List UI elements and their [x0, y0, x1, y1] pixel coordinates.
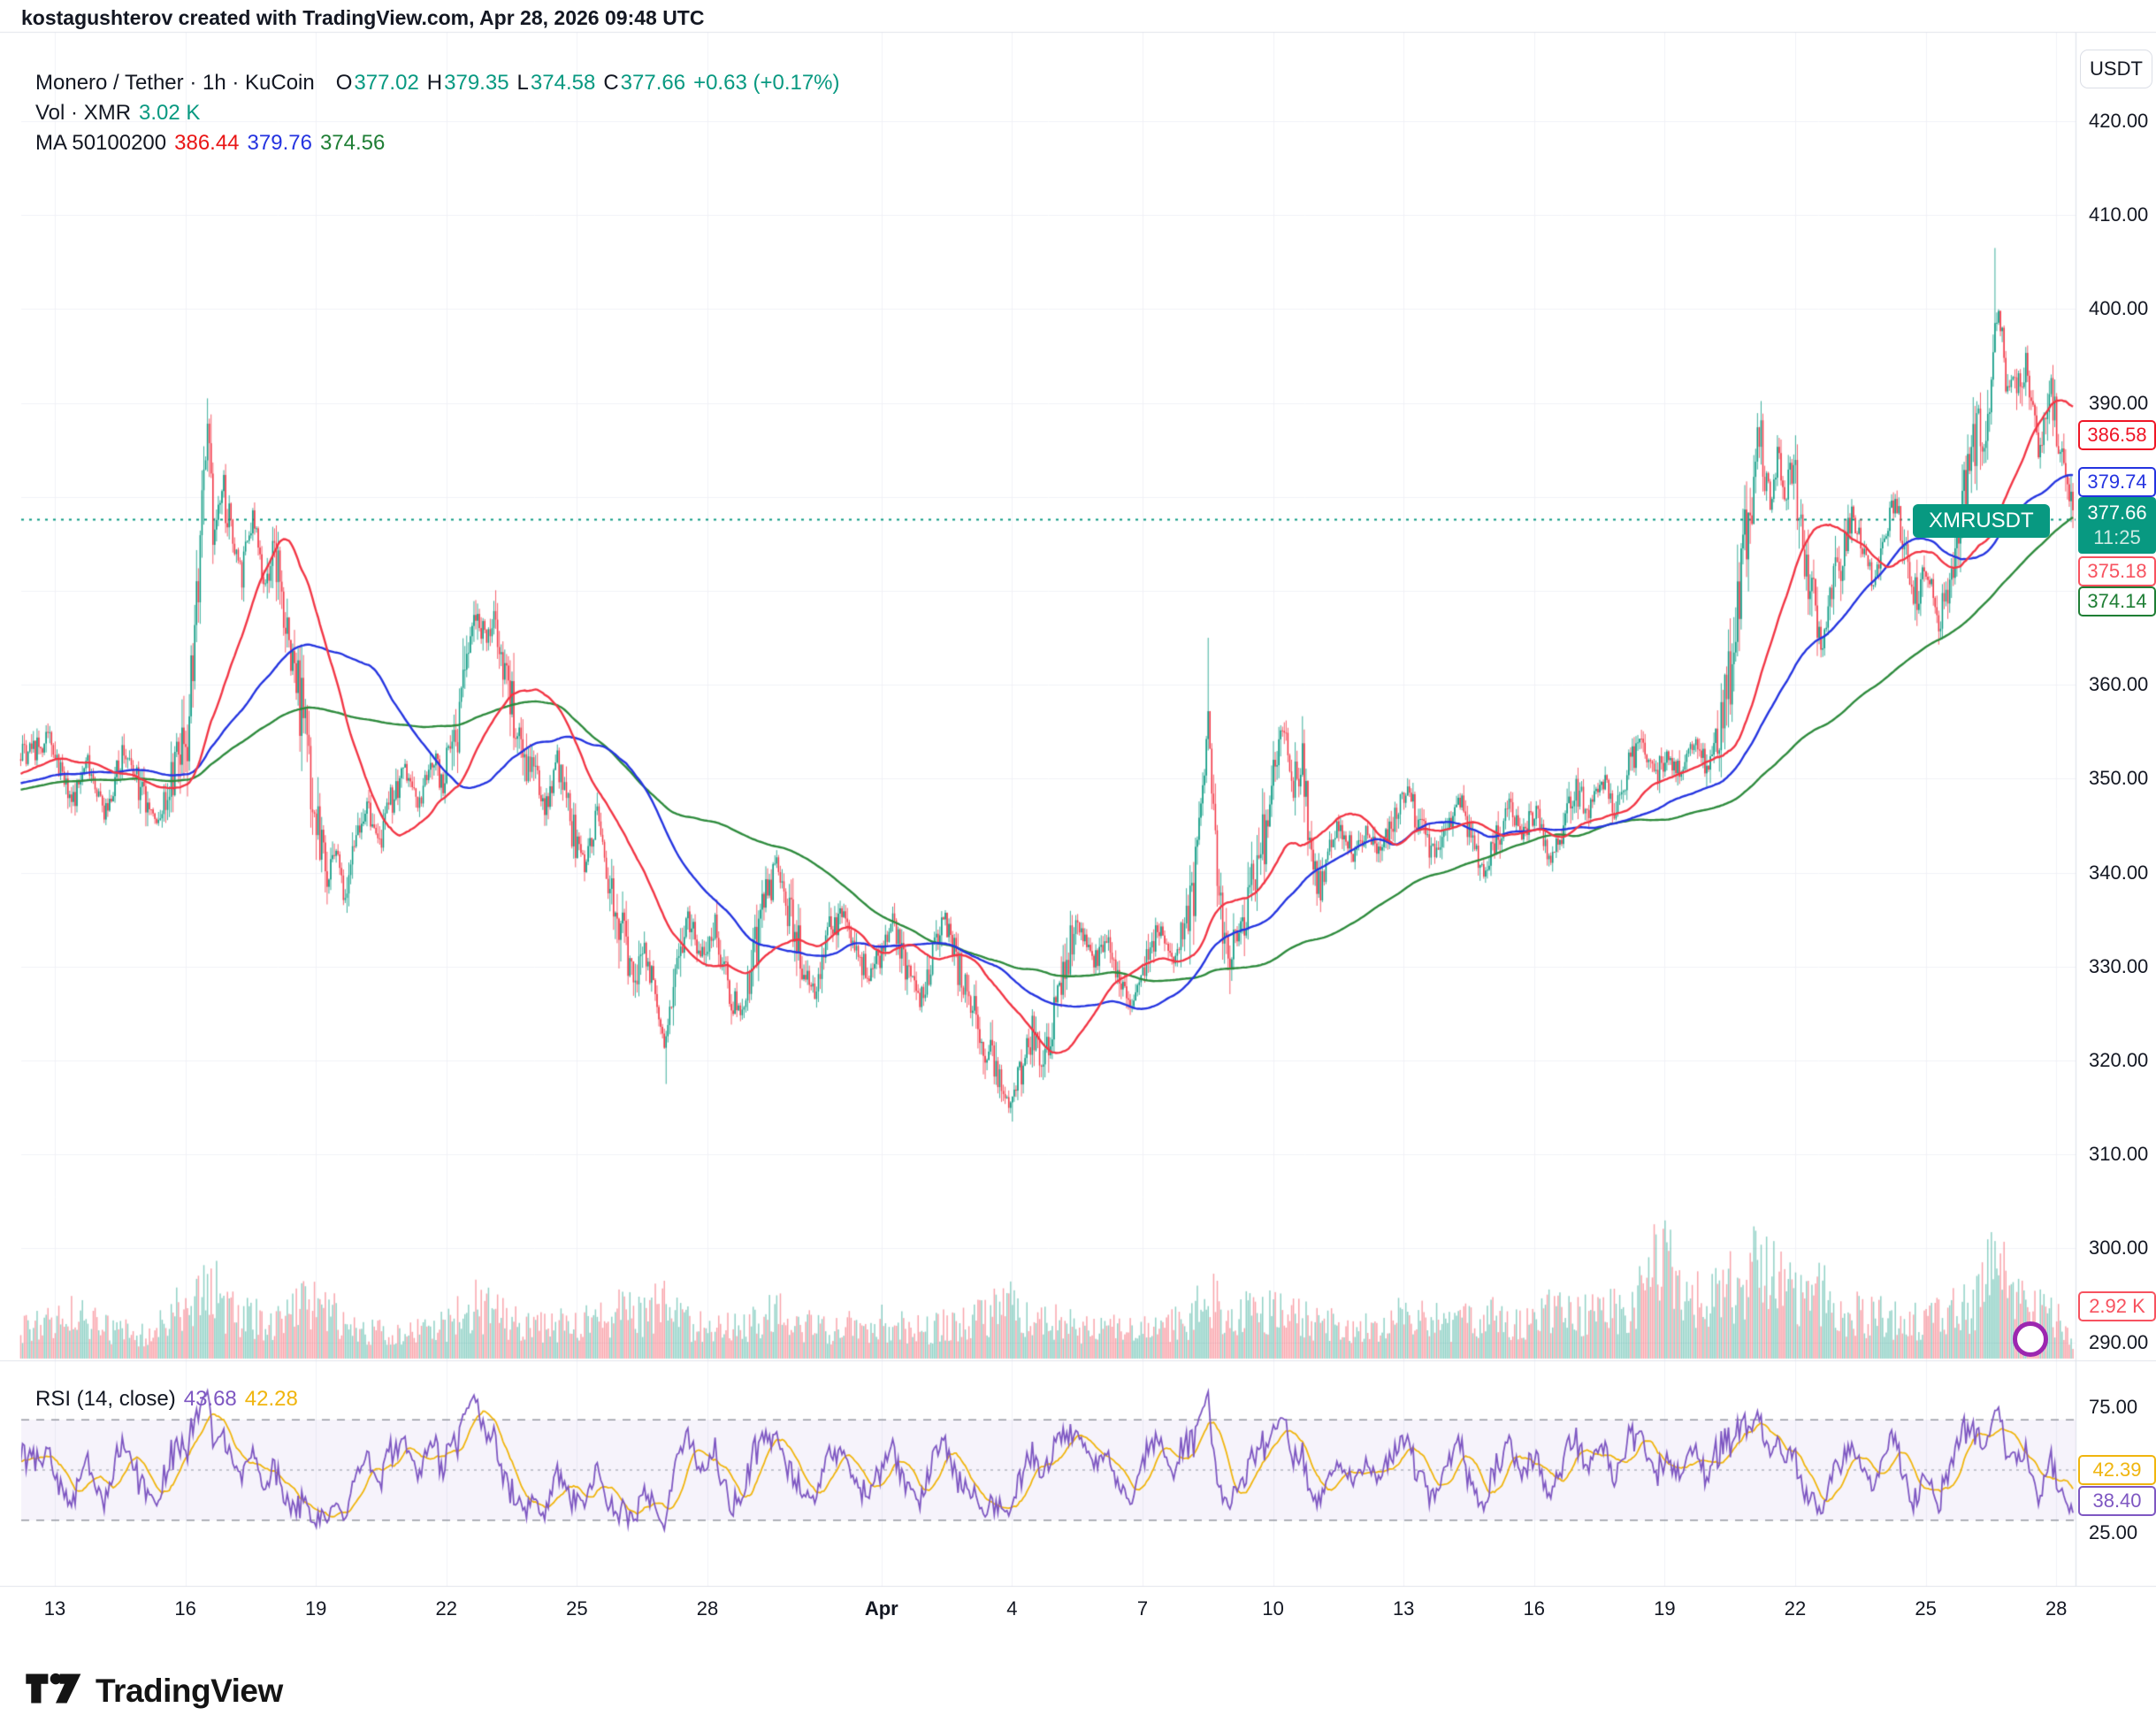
last-price-value: 377.66 [2087, 502, 2147, 524]
close-value: 377.66 [620, 71, 686, 95]
rsi-ma-badge: 42.39 [2078, 1455, 2156, 1485]
volume-value: 3.02 K [139, 101, 201, 125]
time-tick-label: 4 [1006, 1597, 1018, 1620]
low-value: 374.58 [530, 71, 596, 95]
close-label: C [603, 71, 619, 95]
price-tick-label: 420.00 [2089, 110, 2149, 132]
ma50-value: 386.44 [174, 131, 240, 155]
ma200-price-badge: 374.14 [2078, 586, 2156, 616]
symbol-title: Monero / Tether · 1h · KuCoin [35, 71, 315, 95]
rsi-ma-value: 42.28 [244, 1387, 298, 1411]
high-value: 379.35 [444, 71, 509, 95]
time-tick-label: 22 [435, 1597, 458, 1620]
price-tick-label: 350.00 [2089, 767, 2149, 790]
rsi-legend-title: RSI (14, close) [35, 1387, 176, 1411]
volume-badge: 2.92 K [2078, 1291, 2156, 1321]
rsi-legend-row: RSI (14, close) 43.68 42.28 [35, 1387, 298, 1412]
rsi-tick-label: 25.00 [2089, 1521, 2138, 1543]
open-value: 377.02 [354, 71, 419, 95]
volume-legend-row: Vol · XMR 3.02 K [35, 101, 200, 126]
time-tick-label: 28 [696, 1597, 719, 1620]
high-label: H [426, 71, 443, 95]
open-label: O [335, 71, 353, 95]
change-value: +0.63 (+0.17%) [693, 71, 840, 95]
price-tick-label: 390.00 [2089, 391, 2149, 414]
rsi-line-value: 43.68 [183, 1387, 237, 1411]
time-tick-label: 22 [1784, 1597, 1807, 1620]
rsi-line-badge: 38.40 [2078, 1486, 2156, 1516]
time-tick-label: 25 [566, 1597, 588, 1620]
attribution-text: kostagushterov created with TradingView.… [21, 6, 705, 29]
last-price-badge: 377.66 11:25 [2078, 497, 2156, 554]
price-tick-label: 300.00 [2089, 1237, 2149, 1260]
price-tick-label: 360.00 [2089, 673, 2149, 696]
price-tick-label: 400.00 [2089, 297, 2149, 320]
price-tick-label: 290.00 [2089, 1330, 2149, 1353]
time-tick-label: 19 [304, 1597, 327, 1620]
tradingview-logo-text: TradingView [96, 1672, 283, 1709]
time-tick-label: 16 [174, 1597, 196, 1620]
rose-price-badge: 375.18 [2078, 556, 2156, 586]
tradingview-logo[interactable]: TradingView [25, 1665, 283, 1717]
time-tick-label: 7 [1136, 1597, 1149, 1620]
symbol-tag-label: XMRUSDT [1913, 504, 2050, 538]
ma-label: MA 50100200 [35, 131, 167, 155]
event-marker-icon[interactable] [2013, 1321, 2048, 1357]
tradingview-logo-icon [25, 1665, 83, 1717]
time-tick-label: Apr [864, 1597, 898, 1620]
ma200-value: 374.56 [319, 131, 386, 155]
ma-legend-row: MA 50100200 386.44 379.76 374.56 [35, 131, 385, 156]
time-tick-label: 28 [2045, 1597, 2068, 1620]
ma50-price-badge: 386.58 [2078, 420, 2156, 450]
ma100-value: 379.76 [247, 131, 312, 155]
price-tick-label: 340.00 [2089, 861, 2149, 884]
currency-usdt-button[interactable]: USDT [2080, 50, 2152, 88]
time-tick-label: 10 [1262, 1597, 1284, 1620]
low-label: L [516, 71, 529, 95]
time-tick-label: 25 [1915, 1597, 1937, 1620]
time-tick-label: 13 [1392, 1597, 1415, 1620]
price-tick-label: 330.00 [2089, 954, 2149, 977]
time-tick-label: 16 [1523, 1597, 1546, 1620]
price-tick-label: 410.00 [2089, 203, 2149, 226]
price-tick-label: 310.00 [2089, 1143, 2149, 1166]
rsi-tick-label: 75.00 [2089, 1396, 2138, 1418]
time-tick-label: 19 [1654, 1597, 1676, 1620]
ma100-price-badge: 379.74 [2078, 467, 2156, 497]
price-tick-label: 320.00 [2089, 1049, 2149, 1071]
time-tick-label: 13 [43, 1597, 66, 1620]
volume-label: Vol · XMR [35, 101, 132, 125]
last-price-time: 11:25 [2093, 526, 2141, 548]
